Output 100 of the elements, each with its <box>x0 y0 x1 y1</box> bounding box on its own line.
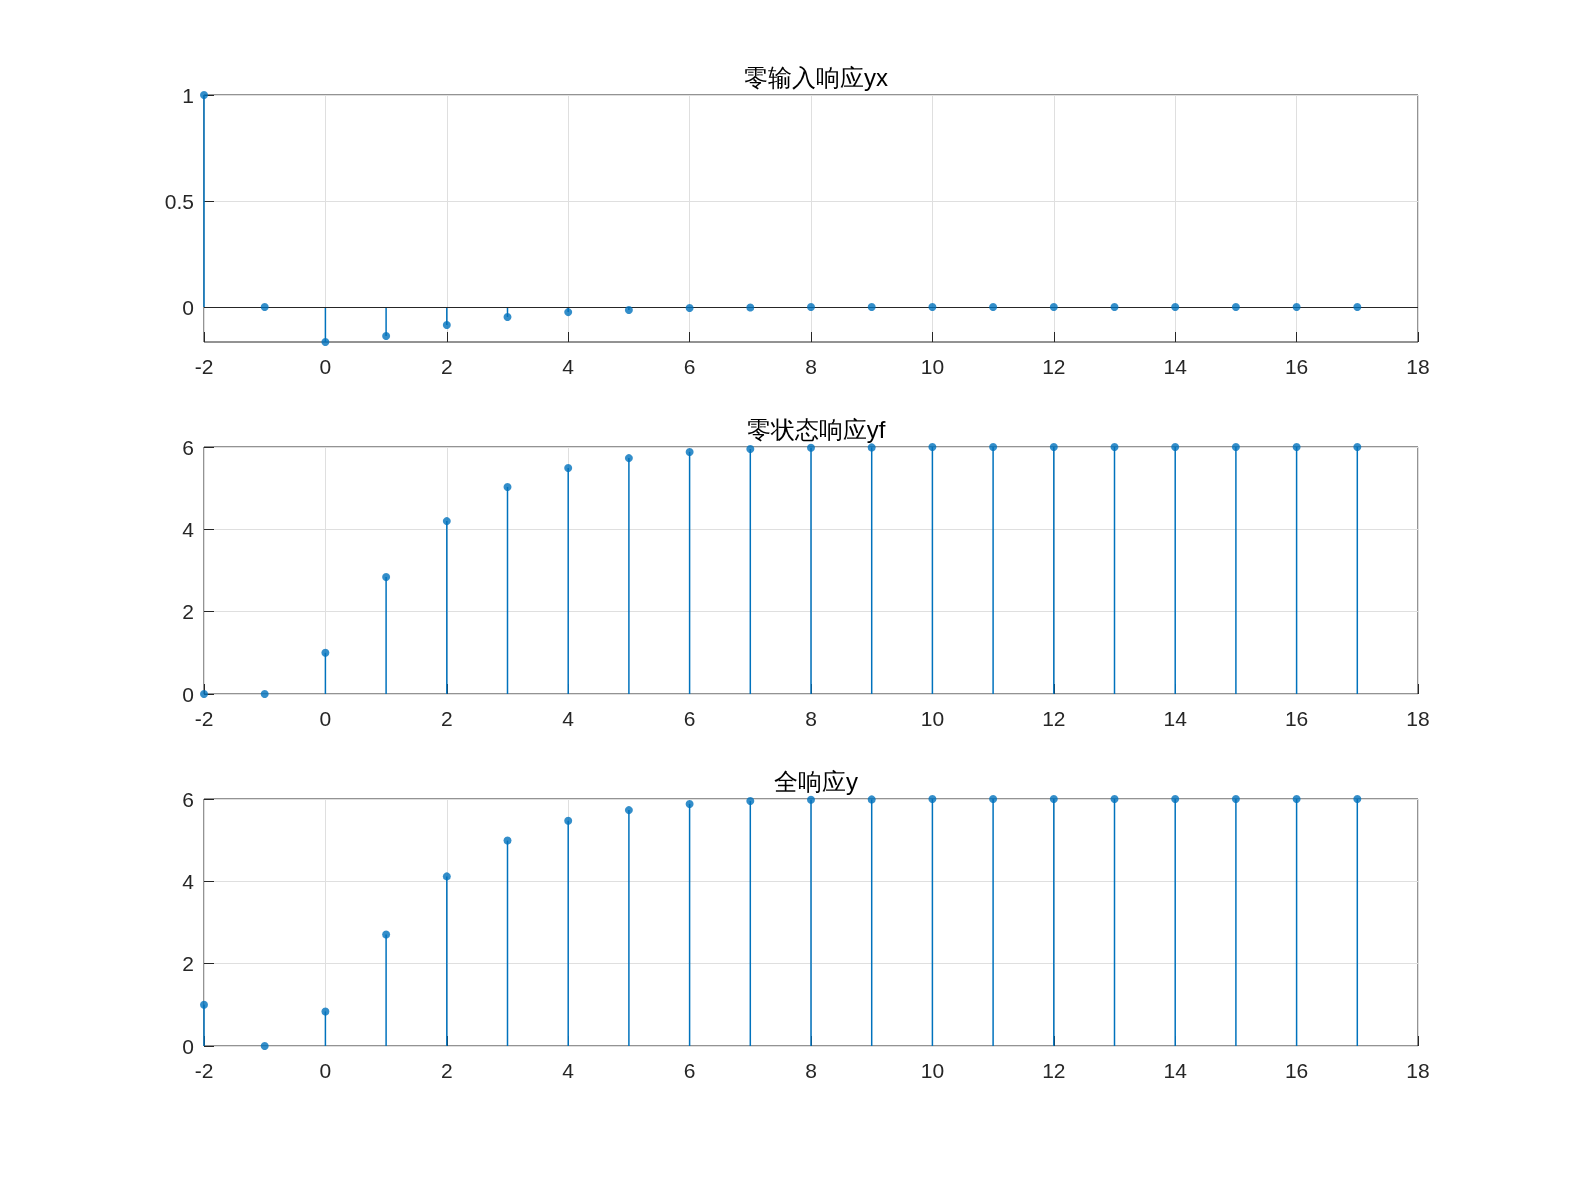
x-tick-label: 8 <box>805 1059 817 1082</box>
y-tick-label: 1 <box>182 83 194 107</box>
x-tick-label: 12 <box>1042 707 1066 730</box>
point <box>260 303 269 312</box>
point <box>989 303 998 312</box>
point <box>382 332 391 341</box>
point <box>321 338 330 346</box>
x-tick-label: 10 <box>920 355 945 378</box>
point <box>503 482 512 491</box>
x-tick-label: 18 <box>1406 707 1430 730</box>
point <box>1353 795 1362 803</box>
point <box>685 799 694 808</box>
point <box>807 303 815 312</box>
x-tick-label: 16 <box>1284 355 1309 378</box>
y-tick-label: 4 <box>182 869 195 893</box>
x-tick-label: 6 <box>683 1059 696 1082</box>
point <box>624 454 633 463</box>
x-tick-label: 14 <box>1163 1059 1188 1082</box>
y-tick-label: 0 <box>182 1034 194 1058</box>
x-tick-label: 16 <box>1284 707 1309 730</box>
x-tick-label: 10 <box>920 707 945 730</box>
point <box>1231 443 1240 451</box>
point <box>1049 795 1058 803</box>
x-tick-label: 0 <box>319 355 332 378</box>
x-tick-label: 2 <box>440 1059 453 1082</box>
point <box>1292 303 1301 312</box>
y-tick-label: 0 <box>182 295 194 319</box>
x-tick-label: 12 <box>1042 1059 1066 1082</box>
point <box>442 321 451 330</box>
point <box>564 308 573 317</box>
point <box>442 517 451 526</box>
point <box>1292 443 1301 451</box>
point <box>200 91 208 99</box>
x-tick-label: -2 <box>194 1059 214 1082</box>
x-tick-label: 4 <box>562 1059 575 1082</box>
point <box>685 304 694 313</box>
x-tick-label: 16 <box>1284 1059 1309 1082</box>
x-tick-label: 2 <box>440 355 453 378</box>
point <box>564 816 573 825</box>
point <box>685 447 694 456</box>
x-tick-label: 18 <box>1406 1059 1430 1082</box>
x-tick-label: -2 <box>194 707 214 730</box>
x-tick-label: 8 <box>805 707 817 730</box>
point <box>928 303 937 312</box>
x-tick-label: 0 <box>319 1059 332 1082</box>
point <box>321 1007 330 1016</box>
y-tick-label: 6 <box>182 435 194 459</box>
point <box>564 464 573 472</box>
point <box>1353 443 1362 451</box>
x-tick-label: 10 <box>920 1059 945 1082</box>
point <box>624 806 633 815</box>
point <box>321 648 330 657</box>
chart-title: 全响应y <box>774 767 858 795</box>
point <box>1292 795 1301 803</box>
point <box>1171 795 1180 803</box>
x-tick-label: 14 <box>1163 355 1188 378</box>
point <box>382 573 391 582</box>
point <box>807 795 815 804</box>
y-tick-label: 0 <box>182 682 194 706</box>
point <box>867 303 876 312</box>
point <box>807 443 815 452</box>
point <box>503 836 512 845</box>
point <box>867 795 876 804</box>
y-tick-label: 4 <box>182 517 195 541</box>
x-tick-label: 6 <box>683 355 696 378</box>
point <box>1049 303 1058 312</box>
x-tick-label: 2 <box>440 707 453 730</box>
x-tick-label: 8 <box>805 355 817 378</box>
point <box>1353 303 1362 312</box>
y-tick-label: 6 <box>182 787 194 811</box>
point <box>989 443 998 451</box>
x-tick-label: 4 <box>562 707 575 730</box>
point <box>442 872 451 881</box>
point <box>382 930 391 939</box>
point <box>624 305 633 314</box>
x-tick-label: 4 <box>562 355 575 378</box>
chart-title: 零输入响应yx <box>744 63 888 91</box>
y-tick-label: 0.5 <box>164 189 194 213</box>
y-tick-label: 2 <box>182 600 194 624</box>
x-tick-label: 12 <box>1042 355 1066 378</box>
point <box>200 1000 208 1009</box>
x-tick-label: 0 <box>319 707 332 730</box>
point <box>989 795 998 803</box>
x-tick-label: 18 <box>1406 355 1430 378</box>
point <box>503 312 512 321</box>
point <box>1110 303 1119 312</box>
point <box>1110 443 1119 451</box>
point <box>1049 443 1058 451</box>
point <box>1110 795 1119 803</box>
point <box>928 443 937 451</box>
point <box>1231 303 1240 312</box>
point <box>867 443 876 452</box>
point <box>746 445 755 454</box>
x-tick-label: 6 <box>683 707 696 730</box>
point <box>1171 443 1180 451</box>
x-tick-label: 14 <box>1163 707 1188 730</box>
point <box>928 795 937 803</box>
point <box>1171 303 1180 312</box>
y-tick-label: 2 <box>182 952 194 976</box>
point <box>746 797 755 806</box>
